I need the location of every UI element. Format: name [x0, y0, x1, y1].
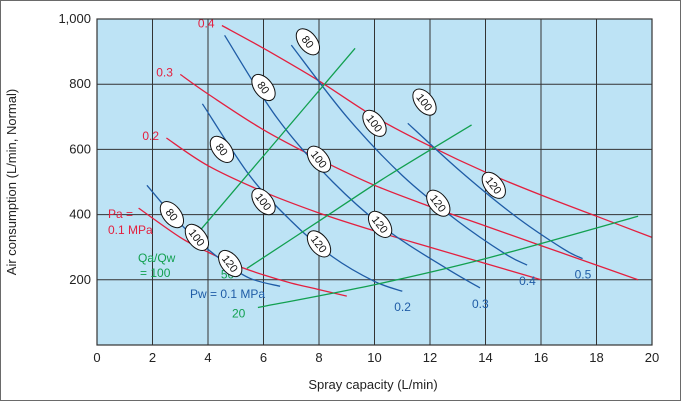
pw-oval: 100	[412, 88, 437, 116]
pw-oval: 100	[306, 145, 332, 173]
x-axis-label: Spray capacity (L/min)	[308, 377, 437, 392]
pw-oval-shape	[306, 145, 332, 173]
pw-oval: 80	[251, 73, 276, 102]
pw-series-label: Pw = 0.1 MPa	[190, 287, 265, 301]
ratio-line-50	[246, 124, 472, 269]
pw-oval: 100	[362, 109, 387, 137]
pw-oval-shape	[251, 73, 276, 102]
x-tick-label: 18	[589, 350, 603, 365]
pw-oval-shape	[295, 28, 321, 56]
x-tick-label: 4	[204, 350, 211, 365]
pa-prefix-label: Pa =	[108, 207, 133, 221]
pa-line-0.4	[221, 24, 653, 239]
pw-oval-label: 80	[254, 80, 271, 97]
pw-label-0.5: 0.5	[575, 268, 592, 282]
pw-oval-shape	[218, 249, 243, 278]
y-tick-label: 1,000	[58, 11, 91, 26]
pw-oval-label: 80	[213, 141, 230, 158]
pa-label-0.4: 0.4	[198, 17, 215, 31]
y-tick-label: 200	[69, 272, 91, 287]
pw-oval: 80	[159, 201, 185, 229]
pa-line-0.1	[138, 207, 347, 297]
pw-oval-label: 80	[163, 207, 180, 224]
pw-oval-shape	[251, 188, 276, 216]
x-tick-label: 14	[478, 350, 492, 365]
pa-unit-label: 0.1 MPa	[108, 223, 153, 237]
x-tick-label: 8	[315, 350, 322, 365]
pw-oval: 100	[184, 223, 210, 251]
pw-label-0.4: 0.4	[519, 274, 536, 288]
pw-oval-shape	[184, 223, 210, 251]
pw-oval-shape	[426, 189, 451, 217]
pw-oval: 80	[295, 28, 321, 56]
pw-oval-shape	[481, 171, 506, 199]
x-tick-label: 20	[645, 350, 659, 365]
pa-line-0.2	[166, 137, 542, 281]
pa-label-0.3: 0.3	[156, 65, 173, 79]
pw-oval: 80	[209, 135, 235, 163]
pw-oval-shape	[209, 135, 235, 163]
pw-oval: 100	[251, 188, 276, 216]
pw-oval-shape	[367, 210, 393, 238]
x-tick-label: 2	[149, 350, 156, 365]
y-axis-label: Air consumption (L/min, Normal)	[4, 89, 19, 275]
ratio-label-line1: Qa/Qw	[138, 251, 176, 265]
pw-oval: 120	[218, 249, 243, 278]
pw-label-0.3: 0.3	[472, 297, 489, 311]
axes: 0 2 4 6 8 10 12 14 16 18 20 200 400 600 800 1,000	[58, 11, 659, 365]
y-tick-label: 400	[69, 207, 91, 222]
x-tick-label: 12	[423, 350, 437, 365]
pw-oval-shape	[412, 88, 437, 116]
pw-oval: 120	[481, 171, 506, 199]
pw-line-0.5	[407, 122, 583, 260]
pw-oval-label: 80	[299, 34, 316, 51]
x-tick-label: 10	[367, 350, 381, 365]
pw-label-0.2: 0.2	[394, 300, 411, 314]
pw-oval-shape	[362, 109, 387, 137]
pa-label-0.2: 0.2	[142, 129, 159, 143]
x-tick-label: 0	[93, 350, 100, 365]
pw-oval: 120	[306, 230, 332, 258]
x-tick-label: 16	[534, 350, 548, 365]
plot-border	[96, 18, 653, 346]
y-tick-label: 800	[69, 76, 91, 91]
curve-labels: Pa = 0.1 MPa Pw = 0.1 MPa Qa/Qw = 100	[108, 207, 265, 301]
pw-oval-shape	[306, 230, 332, 258]
ratio-label-20: 20	[232, 307, 246, 321]
pa-line-0.3	[179, 73, 639, 281]
pw-oval: 120	[426, 189, 451, 217]
pw-oval: 120	[367, 210, 393, 238]
ratio-line-20	[257, 215, 639, 309]
y-tick-label: 600	[69, 141, 91, 156]
x-tick-label: 6	[260, 350, 267, 365]
ratio-label-line2: = 100	[140, 266, 171, 280]
ratio-line-100	[193, 47, 356, 238]
pw-oval-shape	[159, 201, 185, 229]
pw-line-0.2	[201, 103, 403, 292]
